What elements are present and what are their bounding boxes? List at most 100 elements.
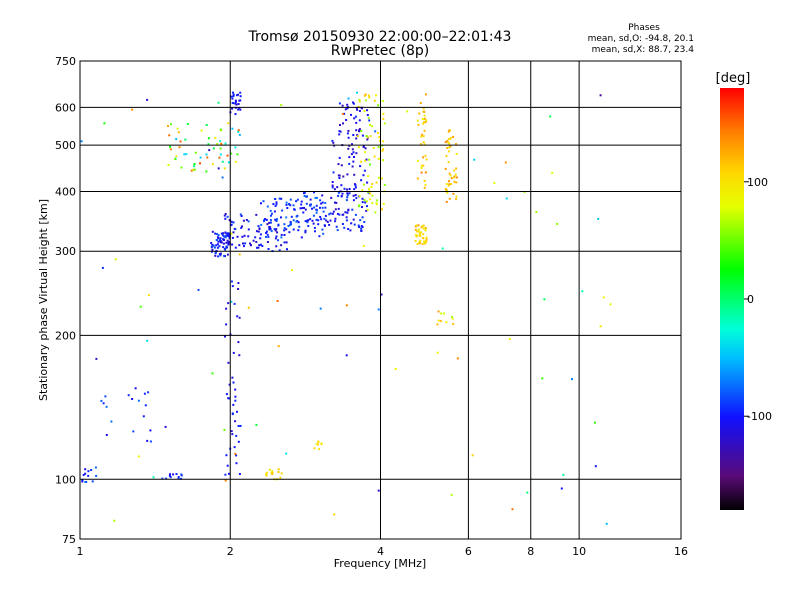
data-point <box>324 206 327 209</box>
data-point <box>353 183 356 186</box>
data-point <box>350 222 353 225</box>
data-point <box>352 199 355 202</box>
data-point <box>593 421 596 424</box>
data-point <box>357 224 360 227</box>
data-point <box>231 101 234 104</box>
data-point <box>177 476 180 479</box>
data-point <box>199 162 201 165</box>
data-point <box>261 245 264 247</box>
data-point <box>226 464 229 467</box>
data-point <box>237 103 240 105</box>
data-point <box>304 229 307 232</box>
data-point <box>259 237 262 240</box>
data-point <box>219 153 222 156</box>
data-point <box>310 203 312 206</box>
data-point <box>275 228 278 231</box>
data-point <box>343 112 346 115</box>
data-point <box>304 231 307 234</box>
data-point <box>214 232 217 235</box>
data-point <box>221 234 224 237</box>
data-point <box>264 218 267 220</box>
data-point <box>280 233 283 236</box>
data-point <box>239 425 242 427</box>
data-point <box>594 465 597 468</box>
data-point <box>234 113 237 116</box>
data-point <box>224 473 227 476</box>
data-point <box>348 162 351 165</box>
colorbar-tick-label: -100 <box>747 410 772 423</box>
data-point <box>103 122 106 125</box>
data-point <box>322 232 325 235</box>
data-point <box>354 194 357 197</box>
data-point <box>336 186 339 189</box>
data-point <box>87 474 90 477</box>
data-point <box>230 430 233 433</box>
data-point <box>330 196 333 199</box>
data-point <box>420 226 423 229</box>
data-point <box>351 208 354 211</box>
data-point <box>424 183 427 186</box>
data-point <box>293 208 296 211</box>
data-point <box>175 155 178 158</box>
data-point <box>249 242 251 245</box>
data-point <box>227 302 230 305</box>
data-point <box>276 218 278 221</box>
data-point <box>90 469 93 471</box>
data-point <box>269 227 272 230</box>
data-point <box>364 147 367 150</box>
data-point <box>237 440 240 443</box>
data-point <box>355 129 358 132</box>
data-point <box>423 186 426 189</box>
data-point <box>234 228 237 231</box>
x-tick-label: 6 <box>465 545 472 558</box>
data-point <box>177 477 180 480</box>
data-point <box>237 129 240 132</box>
data-point <box>581 290 584 293</box>
data-point <box>353 223 356 226</box>
data-point <box>235 462 238 465</box>
data-point <box>223 239 225 241</box>
data-point <box>449 174 452 177</box>
data-point <box>238 253 241 256</box>
data-point <box>341 223 344 225</box>
data-point <box>258 227 261 230</box>
data-point <box>241 235 244 238</box>
data-point <box>278 249 281 252</box>
data-point <box>224 248 227 251</box>
data-point <box>352 134 355 136</box>
data-point <box>275 203 278 206</box>
data-point <box>283 241 286 244</box>
data-point <box>237 282 240 284</box>
data-point <box>152 476 155 479</box>
data-point <box>358 226 361 228</box>
phases-o-stats: mean, sd,O: -94.8, 20.1 <box>588 34 694 44</box>
data-point <box>211 245 214 248</box>
data-point <box>338 130 341 133</box>
data-point <box>508 337 511 340</box>
data-point <box>287 225 290 227</box>
data-point <box>280 236 283 239</box>
data-point <box>340 195 343 198</box>
data-point <box>450 183 453 185</box>
data-point <box>334 217 337 220</box>
data-point <box>338 177 341 179</box>
data-point <box>233 302 236 305</box>
data-point <box>445 155 448 158</box>
data-point <box>452 136 455 138</box>
data-point <box>372 147 375 149</box>
chart-title: Tromsø 20150930 22:00:00–22:01:43 <box>248 29 512 45</box>
data-point <box>326 220 329 223</box>
data-point <box>296 214 299 217</box>
data-point <box>161 477 164 480</box>
data-point <box>219 254 222 257</box>
data-point <box>232 95 235 98</box>
data-point <box>263 220 265 223</box>
data-point <box>375 181 378 184</box>
data-point <box>87 470 90 473</box>
data-point <box>168 134 171 137</box>
data-point <box>422 156 425 159</box>
data-point <box>228 472 230 475</box>
data-point <box>236 153 239 156</box>
data-point <box>371 125 374 128</box>
data-point <box>382 159 384 162</box>
